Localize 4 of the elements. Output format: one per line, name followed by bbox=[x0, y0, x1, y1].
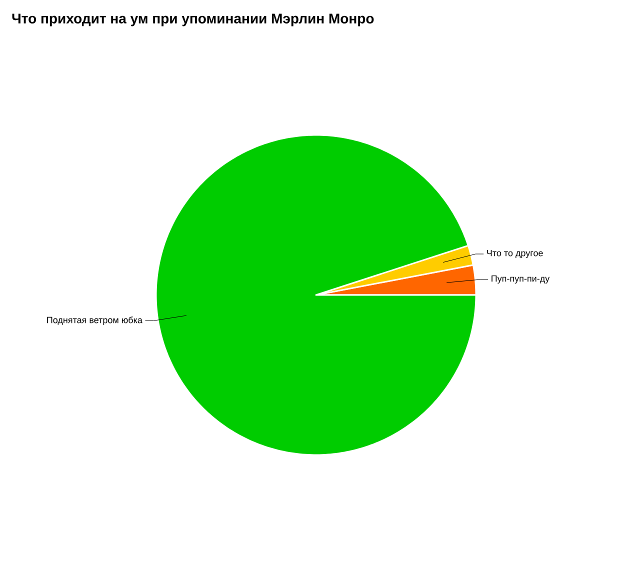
chart-title: Что приходит на ум при упоминании Мэрлин Монро bbox=[12, 14, 374, 26]
slice-label: Поднятая ветром юбка bbox=[47, 316, 142, 325]
slice-label: Пуп-пуп-пи-ду bbox=[492, 275, 550, 284]
slice-label: Что то другое bbox=[487, 250, 543, 258]
